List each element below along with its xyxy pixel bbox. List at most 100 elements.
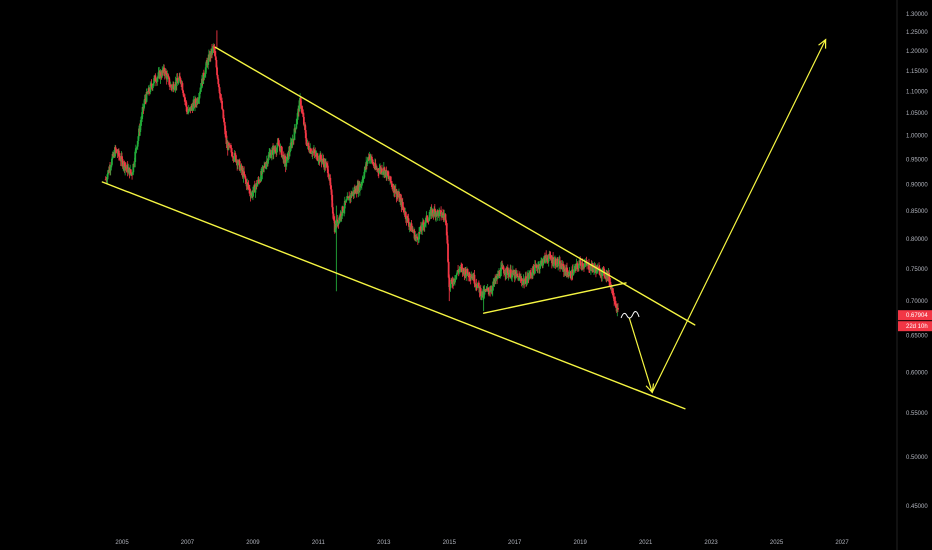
candle	[458, 266, 461, 275]
candle	[305, 133, 308, 147]
candle	[254, 185, 257, 198]
candle	[134, 144, 137, 154]
candle	[576, 261, 579, 272]
candle	[170, 83, 172, 91]
y-tick-label: 1.20000	[906, 49, 928, 55]
candle	[501, 260, 504, 270]
candle	[365, 156, 368, 173]
candle	[152, 82, 155, 86]
candle	[514, 269, 517, 281]
candle	[277, 137, 280, 146]
candle	[384, 170, 386, 178]
price-axis[interactable]: 1.30000 1.25000 1.20000 1.15000 1.10000 1.050…	[906, 12, 928, 510]
candle	[459, 264, 462, 273]
lower-trendline[interactable]	[101, 181, 686, 410]
y-tick-label: 0.50000	[906, 455, 928, 461]
time-axis[interactable]: 2005 2007 2009 2011 2013 2015 2017 2019 2021 2023…	[115, 540, 849, 546]
candle	[165, 68, 167, 75]
candle	[499, 262, 502, 277]
candle	[492, 278, 495, 291]
x-tick-label: 2021	[639, 540, 653, 546]
inner-support-line[interactable]	[482, 282, 627, 314]
candle	[575, 258, 578, 271]
candle	[116, 149, 118, 154]
candle	[556, 257, 559, 268]
candle	[479, 284, 482, 300]
candle	[199, 83, 202, 93]
candle	[386, 170, 389, 176]
candle	[420, 221, 422, 231]
candle	[557, 256, 560, 267]
candle	[308, 141, 310, 152]
candle	[608, 269, 611, 287]
candle	[450, 278, 453, 287]
candle	[416, 237, 419, 245]
candle	[568, 267, 571, 277]
candle	[525, 271, 527, 287]
y-tick-label: 0.70000	[906, 299, 928, 305]
candle	[268, 148, 271, 156]
candle	[267, 159, 269, 167]
trendline-drawings[interactable]	[101, 38, 827, 410]
candle	[325, 158, 327, 168]
candle	[451, 276, 454, 288]
candle	[214, 50, 217, 61]
candle	[554, 257, 557, 269]
candle	[552, 252, 555, 267]
candle	[542, 256, 545, 265]
candle	[454, 275, 456, 286]
candle	[300, 100, 303, 113]
candle	[343, 196, 346, 214]
candle	[426, 215, 429, 224]
candle	[502, 264, 505, 271]
candle	[421, 221, 424, 235]
candle	[515, 268, 517, 278]
candle	[382, 171, 385, 178]
candle	[161, 66, 164, 78]
candle	[475, 278, 478, 292]
candle	[252, 186, 255, 197]
candle	[433, 206, 436, 218]
candle	[257, 176, 260, 184]
candle	[360, 181, 363, 189]
candle	[287, 146, 290, 163]
candle	[222, 109, 225, 120]
candle	[534, 260, 537, 268]
candle	[332, 211, 335, 220]
candle	[485, 286, 488, 292]
candle	[612, 288, 614, 296]
candle	[119, 153, 122, 162]
candle	[244, 174, 247, 185]
candle	[429, 207, 432, 220]
candle	[537, 261, 539, 274]
candle	[506, 264, 509, 279]
candle	[221, 97, 223, 110]
candle	[418, 231, 421, 235]
candle	[301, 105, 304, 115]
candle	[553, 256, 556, 269]
countdown-text: 22d 10h	[906, 324, 928, 330]
candle	[393, 185, 396, 198]
candle	[314, 150, 317, 159]
candle	[440, 206, 442, 221]
candle	[546, 255, 549, 264]
candle	[291, 134, 294, 148]
candle	[175, 73, 178, 91]
candle	[408, 218, 410, 230]
y-tick-label: 1.25000	[906, 30, 928, 36]
y-tick-label: 0.85000	[906, 209, 928, 215]
x-tick-label: 2027	[835, 540, 849, 546]
upper-trendline[interactable]	[214, 46, 696, 326]
candle	[289, 137, 292, 152]
candle	[519, 273, 522, 283]
candle	[156, 76, 159, 86]
last-price-text: 0.67904	[906, 313, 928, 319]
candle	[526, 272, 529, 285]
candle	[468, 271, 471, 282]
candle	[331, 191, 334, 209]
candle	[498, 270, 501, 279]
candle	[294, 128, 297, 134]
projection-up-arrow[interactable]	[651, 39, 827, 393]
projection-down-arrow[interactable]	[628, 317, 653, 393]
